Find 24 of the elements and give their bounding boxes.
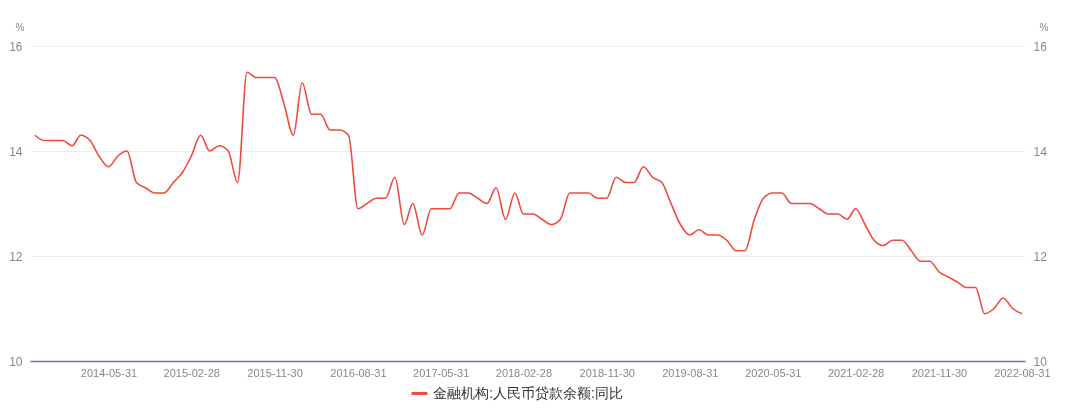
y2-tick-label: 10	[1033, 354, 1048, 369]
x-tick-label: 2022-08-31	[994, 366, 1051, 379]
line-series	[34, 71, 1023, 315]
y2-tick-label: 14	[1033, 144, 1048, 159]
x-tick-label: 2018-02-28	[495, 366, 553, 379]
x-tick-label: 2014-05-31	[80, 366, 138, 379]
y-tick-label: 10	[9, 354, 23, 369]
x-tick-label: 2019-08-31	[662, 366, 719, 379]
x-tick-label: 2021-11-30	[911, 366, 968, 379]
y-tick-label: 14	[9, 144, 23, 159]
y2-tick-label: 16	[1033, 39, 1048, 54]
x-tick-label: 2020-05-31	[745, 366, 802, 379]
y-axis-title: %	[15, 21, 25, 33]
y2-axis-title: %	[1039, 21, 1049, 33]
x-tick-label: 2021-02-28	[827, 366, 885, 379]
x-tick-label: 2017-05-31	[413, 366, 470, 379]
legend-label: 金融机构:人民币贷款余额:同比	[433, 384, 623, 401]
y-tick-label: 12	[9, 249, 23, 264]
y2-tick-label: 12	[1033, 249, 1048, 264]
y-tick-label: 16	[9, 39, 23, 54]
x-tick-label: 2016-08-31	[330, 366, 387, 379]
x-tick-label: 2015-02-28	[163, 366, 220, 379]
x-tick-label: 2015-11-30	[247, 366, 303, 379]
x-tick-label: 2018-11-30	[579, 366, 635, 379]
